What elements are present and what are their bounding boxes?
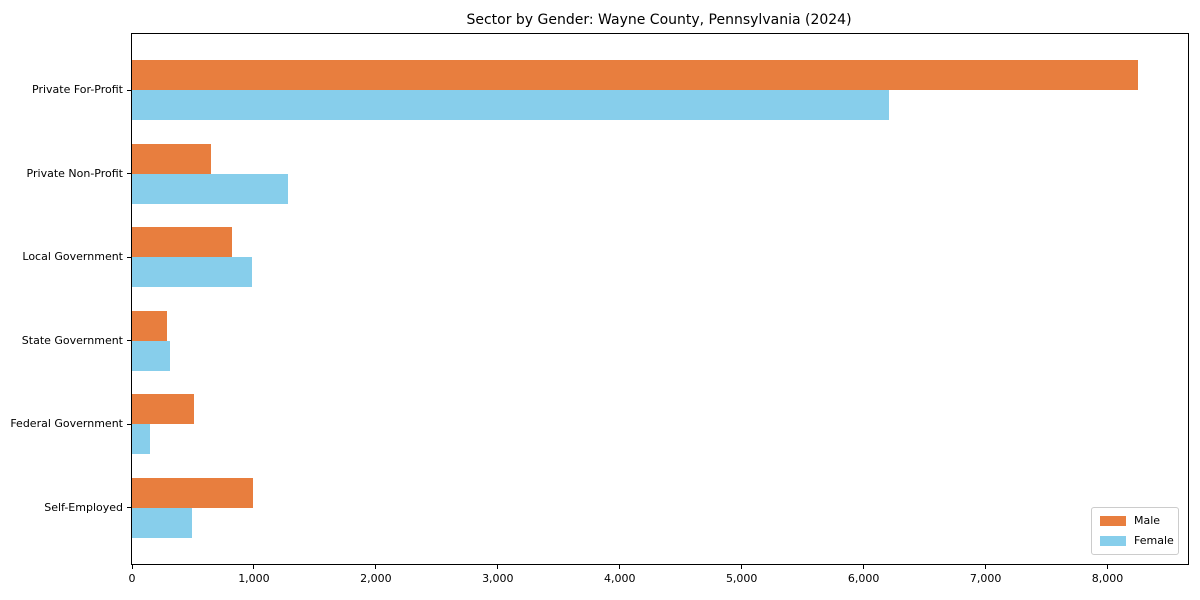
bar-male: [132, 477, 253, 508]
x-tick-label: 6,000: [847, 572, 880, 585]
bar-female: [132, 340, 170, 371]
y-tick-mark: [127, 423, 131, 425]
x-tick-mark: [497, 565, 499, 569]
y-tick-label: Local Government: [22, 250, 123, 263]
plot-area: Private For-Profit Private Non-Profit Loca…: [10, 33, 1189, 585]
bar-male: [132, 143, 211, 174]
y-tick-mark: [127, 173, 131, 174]
y-tick-label: State Government: [21, 333, 123, 347]
legend-entry-male: Male: [1100, 515, 1170, 527]
chart-title: Sector by Gender: Wayne County, Pennsylv…: [466, 12, 852, 28]
y-tick-mark: [127, 256, 131, 258]
y-tick-label: Federal Government: [10, 417, 123, 430]
bar-male: [132, 60, 1138, 90]
legend-entry-female: Female: [1100, 535, 1174, 547]
x-tick-label: 3,000: [482, 572, 514, 585]
x-tick-mark: [741, 565, 743, 569]
y-tick-mark: [127, 507, 131, 508]
bar-female: [132, 257, 252, 287]
legend: Male Female: [1091, 507, 1179, 555]
x-tick-mark: [1107, 565, 1109, 569]
y-tick-label: Private Non-Profit: [26, 166, 123, 180]
y-tick-mark: [127, 89, 131, 91]
x-tick-mark: [619, 565, 621, 569]
bar-male: [132, 227, 232, 257]
x-tick-mark: [863, 565, 865, 569]
bar-male: [132, 310, 167, 341]
bar-female: [132, 173, 288, 204]
x-tick-mark: [253, 565, 255, 569]
bar-female: [132, 90, 889, 120]
legend-label-female: Female: [1134, 534, 1174, 547]
x-tick-label: 1,000: [238, 572, 270, 585]
x-tick-label: 8,000: [1091, 572, 1124, 585]
bar-female: [132, 424, 150, 454]
y-tick-label: Self-Employed: [44, 500, 123, 514]
legend-swatch-female: [1100, 536, 1126, 546]
x-tick-label: 4,000: [604, 572, 636, 585]
y-tick-label: Private For-Profit: [32, 83, 123, 96]
x-tick-mark: [375, 565, 377, 569]
x-tick-mark: [131, 565, 133, 569]
legend-label-male: Male: [1134, 514, 1161, 527]
y-tick-mark: [127, 340, 131, 341]
x-tick-label: 5,000: [725, 572, 758, 585]
x-tick-mark: [985, 565, 987, 569]
x-tick-label: 7,000: [969, 572, 1002, 585]
legend-swatch-male: [1100, 516, 1126, 526]
bar-female: [132, 507, 192, 538]
bar-male: [132, 394, 194, 424]
x-tick-label: 2,000: [360, 572, 392, 585]
x-tick-label: 0: [128, 572, 136, 585]
